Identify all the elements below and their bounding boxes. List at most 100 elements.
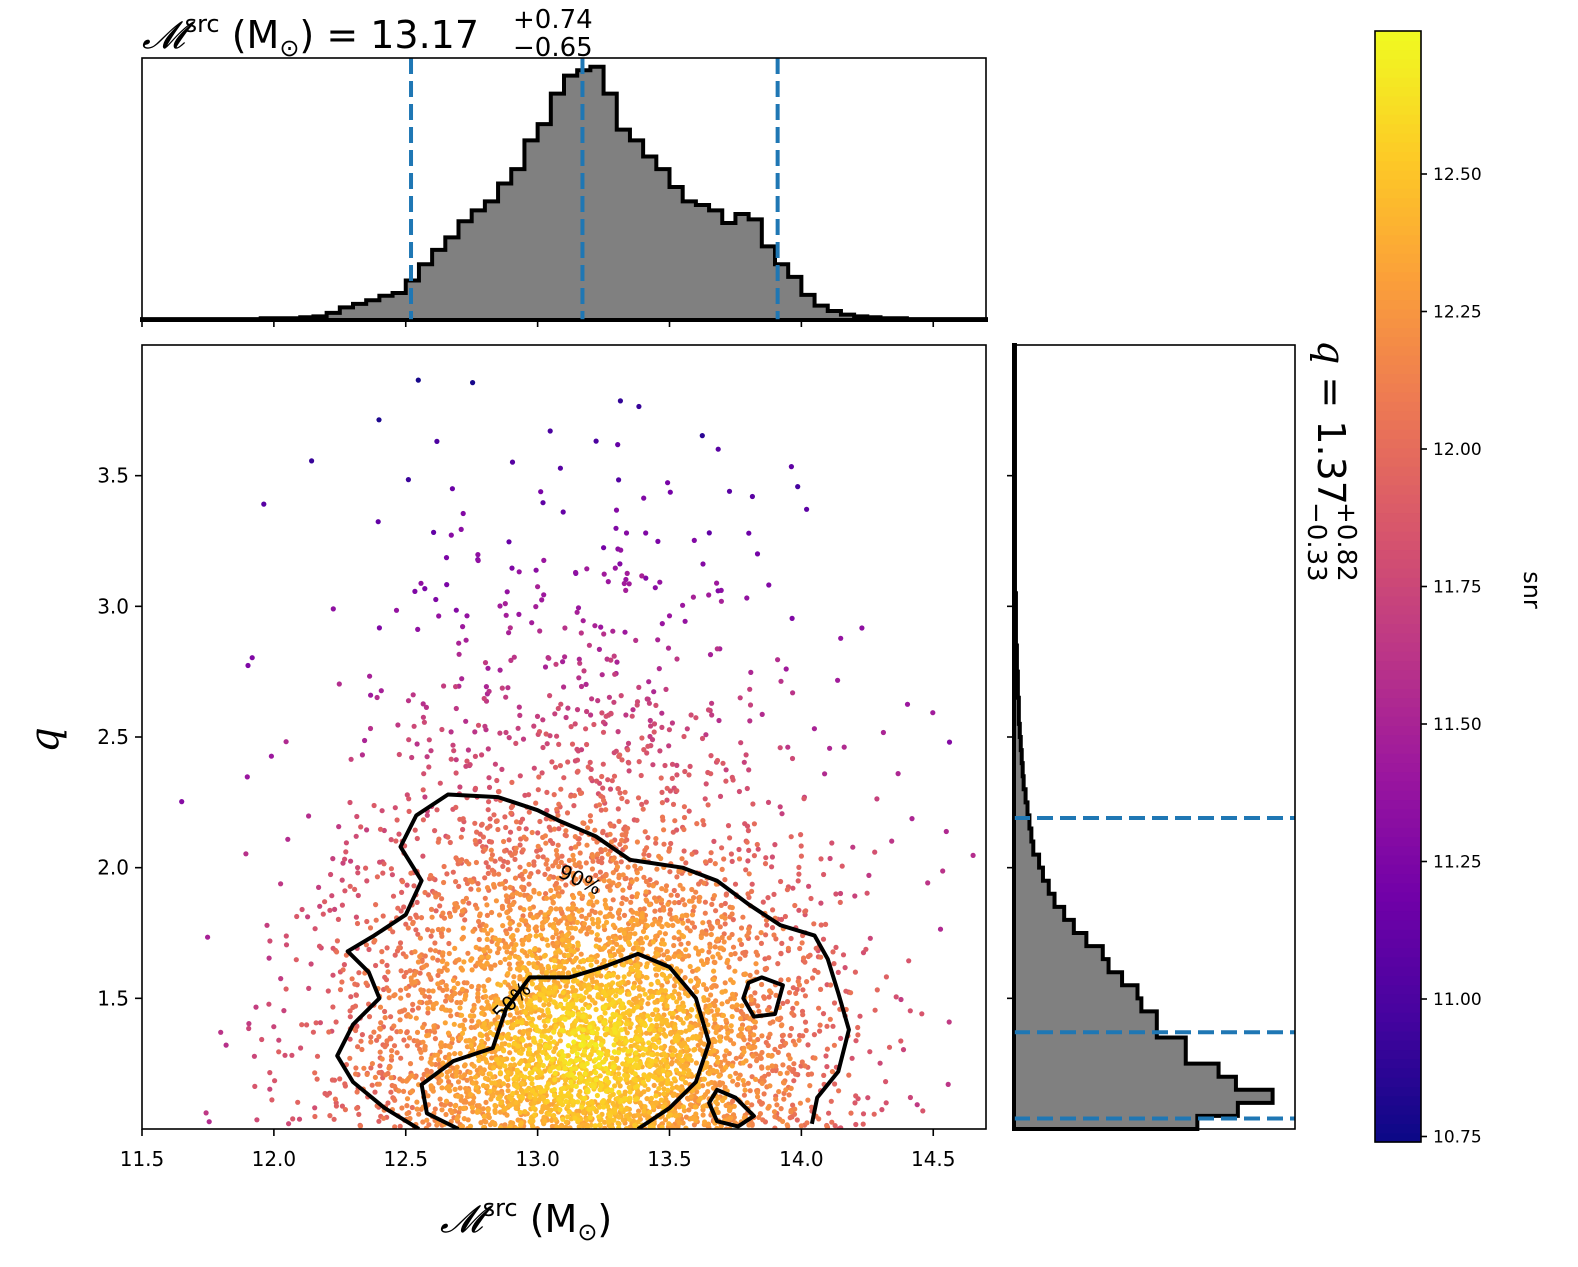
scatter-point: [850, 844, 856, 850]
scatter-point: [742, 971, 748, 978]
scatter-point: [837, 890, 844, 897]
scatter-point: [641, 906, 647, 912]
scatter-point: [428, 906, 435, 913]
scatter-point: [837, 899, 843, 906]
scatter-point: [802, 909, 808, 915]
scatter-point: [491, 1003, 497, 1009]
scatter-point: [521, 834, 527, 840]
scatter-point: [468, 886, 474, 892]
scatter-point: [728, 951, 734, 958]
scatter-point: [656, 1086, 662, 1092]
scatter-point: [306, 813, 312, 819]
scatter-point: [245, 662, 251, 669]
scatter-point: [409, 754, 415, 761]
scatter-point: [680, 602, 686, 608]
scatter-point: [527, 949, 533, 955]
scatter-point: [412, 827, 418, 833]
scatter-point: [540, 500, 546, 506]
scatter-point: [480, 1082, 487, 1089]
scatter-point: [409, 1104, 415, 1111]
scatter-point: [517, 712, 523, 719]
scatter-point: [406, 1035, 413, 1041]
scatter-point: [537, 997, 543, 1003]
scatter-point: [833, 891, 839, 897]
scatter-point: [508, 810, 514, 816]
scatter-point: [704, 1060, 710, 1066]
scatter-point: [498, 1000, 504, 1006]
scatter-point: [404, 792, 410, 798]
scatter-point: [447, 913, 453, 920]
scatter-point: [578, 630, 584, 636]
scatter-point: [623, 530, 630, 536]
scatter-point: [699, 929, 705, 935]
scatter-point: [664, 1064, 671, 1070]
scatter-point: [705, 707, 712, 713]
scatter-point: [705, 997, 711, 1003]
scatter-point: [616, 1065, 622, 1071]
scatter-point: [739, 1003, 745, 1009]
scatter-point: [425, 1093, 431, 1099]
scatter-point: [468, 1075, 474, 1081]
scatter-point: [670, 801, 677, 808]
scatter-point: [716, 1073, 722, 1079]
scatter-point: [842, 965, 848, 971]
scatter-point: [545, 942, 551, 948]
scatter-point: [488, 847, 494, 853]
scatter-point: [267, 938, 273, 944]
scatter-point: [790, 1102, 796, 1108]
scatter-point: [462, 917, 468, 923]
scatter-point: [347, 1036, 353, 1042]
scatter-point: [482, 988, 488, 994]
scatter-point: [615, 442, 621, 448]
scatter-point: [687, 1102, 694, 1108]
scatter-point: [765, 895, 771, 901]
scatter-point: [282, 1052, 288, 1058]
scatter-point: [680, 1086, 686, 1093]
scatter-point: [571, 1022, 577, 1028]
scatter-point: [515, 1043, 522, 1049]
scatter-point: [719, 866, 725, 873]
scatter-point: [746, 767, 752, 773]
scatter-point: [486, 799, 492, 805]
scatter-point: [333, 1019, 339, 1025]
scatter-point: [376, 1034, 382, 1040]
scatter-point: [396, 945, 402, 951]
scatter-point: [551, 1112, 557, 1119]
scatter-point: [441, 879, 447, 886]
scatter-point: [691, 904, 697, 910]
scatter-point: [632, 1122, 638, 1128]
scatter-point: [751, 1039, 757, 1045]
scatter-point: [424, 1117, 430, 1123]
scatter-point: [502, 956, 508, 962]
scatter-point: [643, 878, 650, 885]
scatter-point: [658, 1097, 664, 1103]
scatter-point: [347, 799, 353, 806]
scatter-point: [432, 1036, 438, 1042]
scatter-point: [670, 829, 676, 835]
scatter-point: [558, 701, 564, 707]
scatter-point: [636, 403, 642, 410]
scatter-point: [459, 967, 465, 973]
scatter-point: [428, 933, 434, 939]
scatter-point: [599, 1099, 606, 1105]
scatter-point: [421, 719, 427, 725]
scatter-point: [719, 934, 725, 941]
scatter-point: [601, 797, 607, 804]
scatter-point: [653, 1007, 659, 1013]
scatter-point: [769, 1063, 775, 1069]
scatter-point: [367, 925, 374, 931]
scatter-point: [627, 1096, 633, 1102]
scatter-point: [312, 1113, 318, 1120]
scatter-point: [538, 932, 544, 938]
scatter-point: [552, 958, 558, 964]
scatter-point: [788, 834, 794, 840]
scatter-point: [354, 1023, 360, 1030]
scatter-point: [480, 1043, 486, 1049]
scatter-point: [497, 1070, 503, 1076]
scatter-point: [283, 933, 289, 939]
scatter-point: [729, 911, 735, 917]
scatter-point: [478, 1069, 484, 1075]
scatter-point: [637, 1026, 643, 1032]
scatter-point: [403, 985, 409, 992]
scatter-point: [626, 760, 632, 766]
